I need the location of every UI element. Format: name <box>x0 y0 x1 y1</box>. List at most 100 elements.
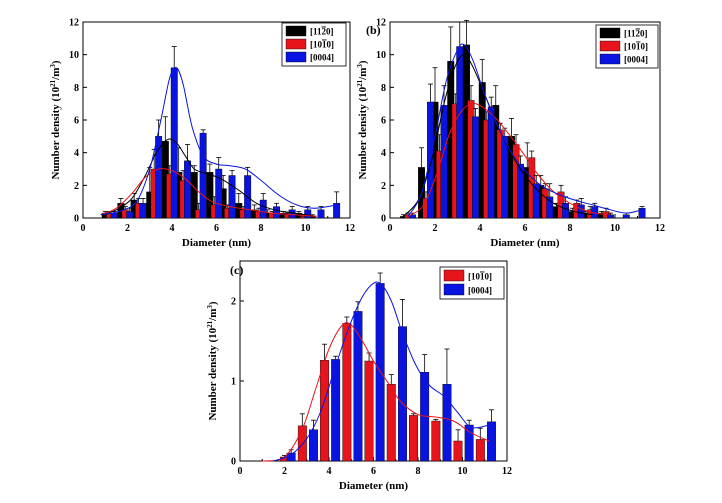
bar <box>577 204 585 219</box>
x-tick-label: 8 <box>259 223 264 234</box>
series-red <box>404 85 610 219</box>
bar <box>398 326 407 462</box>
legend: [1010] [0004] <box>439 266 505 300</box>
bar <box>472 116 479 219</box>
bar <box>453 440 463 462</box>
bar <box>501 136 509 219</box>
bar <box>386 384 396 462</box>
panel-a: 0 2 4 6 8 10 12 0 2 4 6 8 10 12 Diameter (nm) Number de… <box>49 18 355 250</box>
bar <box>317 209 325 219</box>
y-tick-label: 0 <box>74 214 79 225</box>
panel-label: (b) <box>366 23 381 37</box>
y-tick-label: 0 <box>381 214 386 225</box>
legend-label: [1010] <box>468 272 492 282</box>
x-tick-label: 0 <box>238 466 243 477</box>
y-tick-label: 2 <box>231 297 236 308</box>
x-tick-label: 4 <box>478 223 483 234</box>
x-axis-title: Diameter (nm) <box>339 480 408 492</box>
y-tick-label: 6 <box>381 116 386 127</box>
bar <box>309 429 318 462</box>
x-axis-title: Diameter (nm) <box>490 237 559 249</box>
legend-swatch <box>285 25 307 37</box>
y-tick-label: 12 <box>376 18 386 29</box>
panel-label: (c) <box>230 263 243 277</box>
bar <box>364 360 374 462</box>
y-tick-label: 2 <box>381 181 386 192</box>
bar <box>622 214 630 219</box>
bar <box>431 420 441 462</box>
x-tick-label: 10 <box>610 223 620 234</box>
x-axis: 0 2 4 6 8 10 12 <box>238 457 512 477</box>
legend-label: [1120] <box>310 27 334 37</box>
y-axis: 0 1 2 <box>231 297 244 468</box>
bar <box>456 46 464 219</box>
legend-swatch <box>599 40 621 52</box>
x-tick-label: 6 <box>371 466 376 477</box>
bar <box>110 212 118 219</box>
y-axis-title: Number density (1021/m3) <box>206 301 219 420</box>
y-tick-label: 10 <box>69 50 79 61</box>
x-tick-label: 10 <box>301 223 311 234</box>
x-tick-label: 2 <box>433 223 438 234</box>
bar <box>427 101 434 219</box>
y-tick-label: 0 <box>231 457 236 468</box>
bar <box>206 172 214 219</box>
series-black <box>400 19 605 219</box>
bar <box>139 203 147 219</box>
y-axis-title: Number density (1021/m3) <box>356 60 369 179</box>
legend-label: [1010] <box>310 40 334 50</box>
y-tick-label: 6 <box>74 116 79 127</box>
fit-curve-blue <box>407 43 643 217</box>
bar <box>638 207 646 219</box>
bar <box>440 105 448 219</box>
legend-label: [1010] <box>624 42 648 52</box>
legend-label: [0004] <box>310 53 334 63</box>
y-axis: 0 2 4 6 8 10 12 <box>69 18 87 225</box>
bar <box>126 211 134 219</box>
bar <box>475 439 485 462</box>
bar <box>259 199 267 219</box>
x-tick-label: 0 <box>81 223 86 234</box>
x-tick-label: 4 <box>327 466 332 477</box>
bar <box>464 424 474 462</box>
legend: [1120] [1010] [0004] <box>281 22 347 67</box>
bar <box>375 283 385 462</box>
fit-curve-red <box>407 102 607 217</box>
fit-curve-black <box>100 138 317 217</box>
y-tick-label: 4 <box>74 148 79 159</box>
fit-curve-blue <box>273 281 490 462</box>
bar <box>297 425 307 462</box>
bar <box>199 132 207 219</box>
x-tick-label: 2 <box>125 223 130 234</box>
bar <box>487 421 496 462</box>
x-tick-label: 8 <box>416 466 421 477</box>
x-tick-label: 8 <box>568 223 573 234</box>
fit-curve-blue <box>100 66 337 216</box>
series-black <box>101 116 316 219</box>
bar <box>562 203 569 219</box>
x-tick-label: 12 <box>502 466 512 477</box>
x-axis-title: Diameter (nm) <box>182 237 251 249</box>
x-tick-label: 0 <box>388 223 393 234</box>
legend-swatch <box>285 51 307 63</box>
panel-b: 0 2 4 6 8 10 12 0 2 4 6 8 10 12 Diameter (nm) Number de… <box>356 18 665 250</box>
bar <box>487 106 495 219</box>
x-tick-label: 2 <box>282 466 287 477</box>
legend-swatch <box>599 27 621 39</box>
x-tick-label: 12 <box>655 223 665 234</box>
x-tick-label: 12 <box>345 223 355 234</box>
fit-curve-red <box>262 321 490 462</box>
bar <box>228 175 236 219</box>
x-tick-label: 10 <box>458 466 468 477</box>
y-tick-label: 1 <box>231 377 236 388</box>
bar <box>273 206 280 219</box>
bar <box>342 323 352 462</box>
y-tick-label: 8 <box>381 83 386 94</box>
legend-swatch <box>443 269 465 282</box>
bar <box>304 209 312 219</box>
y-axis: 0 2 4 6 8 10 12 <box>376 18 394 225</box>
legend-label: [1120] <box>624 29 648 39</box>
y-tick-label: 12 <box>69 18 79 29</box>
